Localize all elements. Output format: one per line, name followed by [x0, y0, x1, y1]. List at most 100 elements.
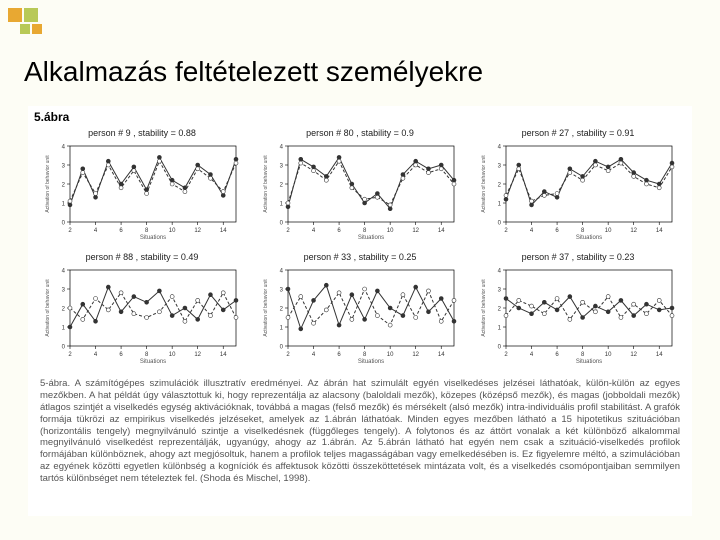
svg-text:Activation of behavior unit: Activation of behavior unit [481, 279, 487, 337]
svg-text:10: 10 [387, 352, 394, 358]
svg-text:2: 2 [498, 307, 502, 313]
svg-text:2: 2 [504, 228, 508, 234]
svg-text:10: 10 [169, 352, 176, 358]
svg-text:14: 14 [438, 228, 445, 234]
svg-text:4: 4 [312, 228, 316, 234]
panel-title: person # 88 , stability = 0.49 [38, 250, 246, 264]
svg-text:12: 12 [194, 228, 201, 234]
svg-text:0: 0 [498, 221, 502, 227]
svg-text:4: 4 [530, 228, 534, 234]
svg-text:Activation of behavior unit: Activation of behavior unit [263, 155, 269, 213]
svg-text:Situations: Situations [358, 235, 384, 240]
svg-text:4: 4 [280, 269, 284, 275]
svg-text:4: 4 [94, 352, 98, 358]
svg-text:2: 2 [62, 307, 66, 313]
panel-title: person # 33 , stability = 0.25 [256, 250, 464, 264]
svg-text:4: 4 [280, 145, 284, 151]
deco-box [24, 8, 38, 22]
panel-chart: 012342468101214SituationsActivation of b… [474, 140, 682, 240]
decoration-row-1 [8, 8, 38, 22]
svg-text:8: 8 [581, 228, 585, 234]
svg-text:4: 4 [62, 145, 66, 151]
svg-text:4: 4 [62, 269, 66, 275]
svg-text:1: 1 [280, 202, 284, 208]
svg-text:8: 8 [581, 352, 585, 358]
svg-text:4: 4 [530, 352, 534, 358]
svg-text:2: 2 [280, 307, 284, 313]
svg-text:6: 6 [337, 352, 341, 358]
decoration-row-2 [20, 24, 42, 34]
deco-box [32, 24, 42, 34]
svg-text:4: 4 [94, 228, 98, 234]
panel-title: person # 37 , stability = 0.23 [474, 250, 682, 264]
svg-text:6: 6 [555, 352, 559, 358]
svg-text:Situations: Situations [140, 359, 166, 364]
figure-area: 5.ábra person # 9 , stability = 0.880123… [28, 106, 692, 516]
svg-text:4: 4 [312, 352, 316, 358]
svg-text:0: 0 [62, 345, 66, 351]
svg-text:Activation of behavior unit: Activation of behavior unit [263, 279, 269, 337]
deco-box [20, 24, 30, 34]
svg-text:12: 12 [630, 352, 637, 358]
svg-text:3: 3 [280, 164, 284, 170]
svg-text:8: 8 [363, 228, 367, 234]
svg-text:6: 6 [119, 228, 123, 234]
svg-text:2: 2 [498, 183, 502, 189]
svg-text:10: 10 [387, 228, 394, 234]
svg-text:14: 14 [438, 352, 445, 358]
figure-caption: 5-ábra. A számítógépes szimulációk illus… [28, 370, 692, 485]
svg-text:2: 2 [68, 352, 72, 358]
svg-text:Activation of behavior unit: Activation of behavior unit [45, 155, 51, 213]
svg-text:4: 4 [498, 145, 502, 151]
svg-text:1: 1 [62, 202, 66, 208]
svg-text:Activation of behavior unit: Activation of behavior unit [45, 279, 51, 337]
figure-label: 5.ábra [28, 106, 692, 126]
svg-text:2: 2 [286, 352, 290, 358]
chart-panel: person # 27 , stability = 0.910123424681… [474, 126, 682, 246]
svg-text:14: 14 [220, 228, 227, 234]
chart-panel: person # 37 , stability = 0.230123424681… [474, 250, 682, 370]
svg-text:14: 14 [656, 228, 663, 234]
svg-text:0: 0 [498, 345, 502, 351]
chart-panel: person # 9 , stability = 0.8801234246810… [38, 126, 246, 246]
svg-text:2: 2 [62, 183, 66, 189]
svg-text:1: 1 [280, 326, 284, 332]
svg-text:Situations: Situations [140, 235, 166, 240]
svg-text:Situations: Situations [358, 359, 384, 364]
svg-text:10: 10 [169, 228, 176, 234]
svg-text:1: 1 [498, 326, 502, 332]
svg-text:0: 0 [280, 221, 284, 227]
svg-text:3: 3 [498, 164, 502, 170]
svg-text:6: 6 [119, 352, 123, 358]
panel-chart: 012342468101214SituationsActivation of b… [256, 264, 464, 364]
svg-text:12: 12 [412, 228, 419, 234]
svg-text:Activation of behavior unit: Activation of behavior unit [481, 155, 487, 213]
svg-text:12: 12 [194, 352, 201, 358]
svg-text:8: 8 [145, 228, 149, 234]
panel-chart: 012342468101214SituationsActivation of b… [38, 140, 246, 240]
svg-text:3: 3 [498, 288, 502, 294]
chart-panel: person # 80 , stability = 0.901234246810… [256, 126, 464, 246]
svg-text:10: 10 [605, 228, 612, 234]
svg-text:3: 3 [280, 288, 284, 294]
panel-chart: 012342468101214SituationsActivation of b… [474, 264, 682, 364]
svg-text:6: 6 [337, 228, 341, 234]
svg-text:1: 1 [62, 326, 66, 332]
panel-title: person # 27 , stability = 0.91 [474, 126, 682, 140]
svg-text:2: 2 [286, 228, 290, 234]
deco-box [8, 8, 22, 22]
svg-text:Situations: Situations [576, 235, 602, 240]
svg-text:0: 0 [62, 221, 66, 227]
caption-label: 5-ábra. [40, 378, 70, 389]
svg-text:2: 2 [280, 183, 284, 189]
svg-text:14: 14 [220, 352, 227, 358]
chart-panel: person # 33 , stability = 0.250123424681… [256, 250, 464, 370]
svg-text:6: 6 [555, 228, 559, 234]
svg-text:2: 2 [504, 352, 508, 358]
svg-text:3: 3 [62, 164, 66, 170]
svg-text:8: 8 [145, 352, 149, 358]
svg-text:Situations: Situations [576, 359, 602, 364]
svg-text:10: 10 [605, 352, 612, 358]
svg-text:4: 4 [498, 269, 502, 275]
chart-panel: person # 88 , stability = 0.490123424681… [38, 250, 246, 370]
